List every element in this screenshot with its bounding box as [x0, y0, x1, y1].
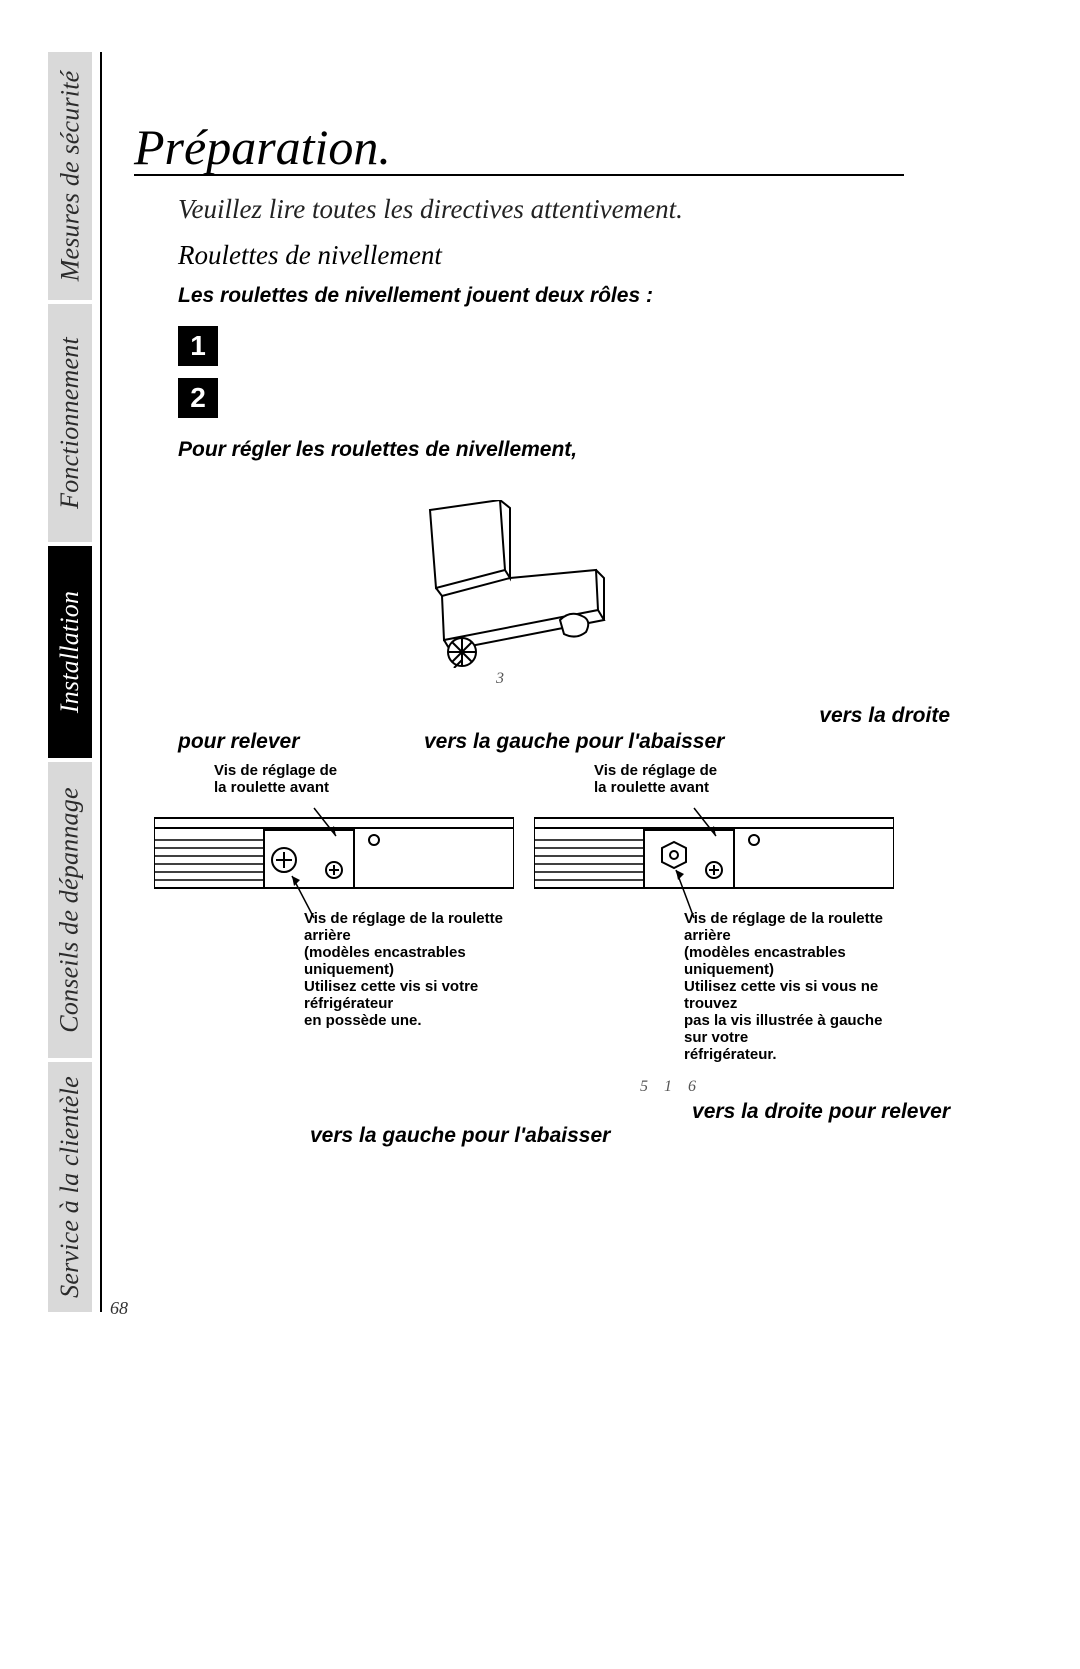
tab-label: Installation	[55, 591, 85, 713]
section-heading: Roulettes de nivellement	[178, 240, 442, 271]
callout-rear-screw-a: Vis de réglage de la roulette arrière(mo…	[304, 910, 514, 1029]
figure1-caption: 3	[100, 670, 900, 688]
page-number: 68	[110, 1298, 128, 1319]
callout-rear-screw-b: Vis de réglage de la roulette arrière(mo…	[684, 910, 894, 1063]
callout-front-screw-a: Vis de réglage dela roulette avant	[214, 762, 514, 796]
label-vers-la-gauche-2: vers la gauche pour l'abaisser	[310, 1124, 610, 1148]
tab-safety[interactable]: Mesures de sécurité	[48, 52, 92, 300]
tab-operation[interactable]: Fonctionnement	[48, 304, 92, 542]
tab-service[interactable]: Service à la clientèle	[48, 1062, 92, 1312]
detail-figure-b: Vis de réglage dela roulette avant	[534, 762, 894, 920]
callout-front-screw-b: Vis de réglage dela roulette avant	[594, 762, 894, 796]
label-vers-la-droite-relever: vers la droite pour relever	[692, 1100, 950, 1124]
tab-label: Conseils de dépannage	[55, 787, 85, 1032]
small-numbers: 5 1 6	[640, 1078, 702, 1096]
label-pour-relever: pour relever	[178, 730, 299, 754]
tab-label: Fonctionnement	[55, 337, 85, 509]
tab-installation[interactable]: Installation	[48, 546, 92, 758]
adjust-line: Pour régler les roulettes de nivellement…	[178, 438, 577, 462]
detail-figure-a: Vis de réglage dela roulette avant	[154, 762, 514, 920]
tab-troubleshoot[interactable]: Conseils de dépannage	[48, 762, 92, 1058]
side-tabs: Mesures de sécurité Fonctionnement Insta…	[48, 52, 92, 1312]
figure-refrigerator-base	[410, 500, 610, 668]
title-rule	[134, 174, 904, 176]
page-title: Préparation.	[134, 118, 391, 176]
step-number: 2	[190, 382, 206, 414]
label-vers-la-droite: vers la droite	[819, 704, 950, 728]
tab-label: Mesures de sécurité	[55, 71, 85, 282]
step-number: 1	[190, 330, 206, 362]
figure-row: Vis de réglage dela roulette avant	[154, 762, 894, 1012]
tab-label: Service à la clientèle	[55, 1076, 85, 1298]
intro-line: Les roulettes de nivellement jouent deux…	[178, 284, 653, 308]
label-vers-la-gauche-abaisser: vers la gauche pour l'abaisser	[424, 730, 724, 754]
subtitle: Veuillez lire toutes les directives atte…	[178, 194, 683, 225]
step-box-1: 1	[178, 326, 218, 366]
step-box-2: 2	[178, 378, 218, 418]
